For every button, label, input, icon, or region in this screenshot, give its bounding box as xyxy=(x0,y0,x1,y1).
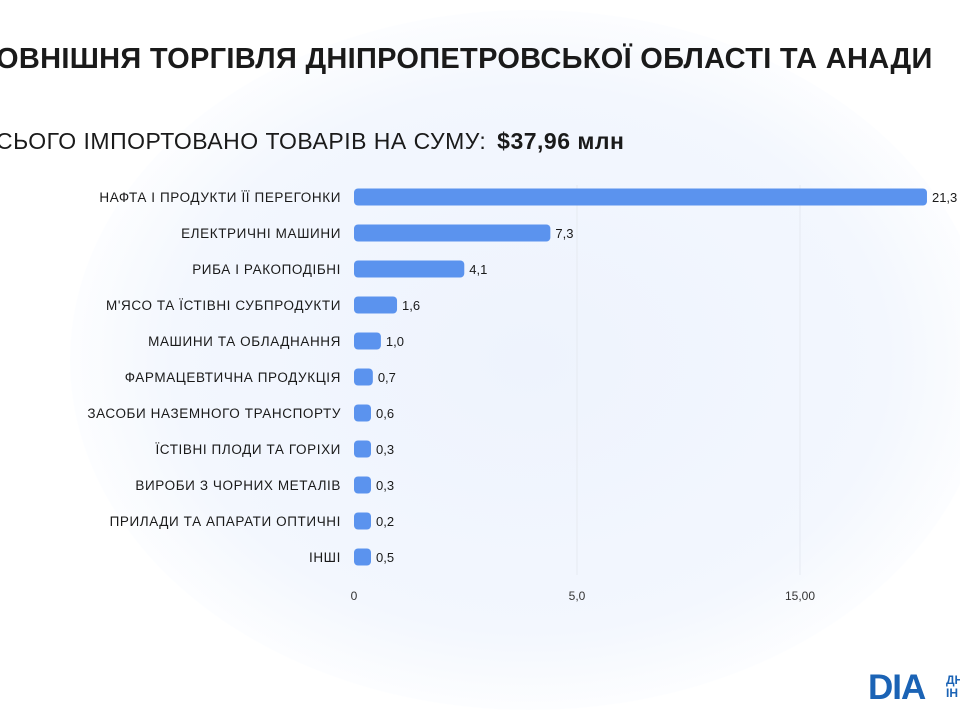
logo-side-text: ДН ІН xyxy=(946,674,960,700)
x-axis-ticks: 0 5,0 15,00 xyxy=(351,589,816,603)
bar xyxy=(354,260,465,278)
subtitle-prefix: СЬОГО ІМПОРТОВАНО ТОВАРІВ НА СУМУ: xyxy=(0,128,487,154)
x-tick-label: 5,0 xyxy=(569,589,586,603)
category-label: ЕЛЕКТРИЧНІ МАШИНИ xyxy=(181,226,341,241)
value-label: 7,3 xyxy=(555,226,573,241)
bar xyxy=(354,404,371,422)
bar xyxy=(354,512,371,530)
category-labels: НАФТА І ПРОДУКТИ ЇЇ ПЕРЕГОНКИ ЕЛЕКТРИЧНІ … xyxy=(87,190,341,565)
category-label: М'ЯСО ТА ЇСТІВНІ СУБПРОДУКТИ xyxy=(106,298,341,313)
category-label: ВИРОБИ З ЧОРНИХ МЕТАЛІВ xyxy=(135,478,341,493)
grid-lines xyxy=(576,185,801,575)
category-label: ЗАСОБИ НАЗЕМНОГО ТРАНСПОРТУ xyxy=(87,406,341,421)
value-label: 0,6 xyxy=(376,406,394,421)
value-label: 1,6 xyxy=(402,298,420,313)
value-label: 0,5 xyxy=(376,550,394,565)
logo-mark: DIA xyxy=(868,668,926,707)
category-label: ПРИЛАДИ ТА АПАРАТИ ОПТИЧНІ xyxy=(110,514,341,529)
bar xyxy=(354,548,371,566)
bar xyxy=(354,332,381,350)
value-labels: 21,3 7,3 4,1 1,6 1,0 0,7 0,6 0,3 0,3 0,2 0,5 xyxy=(376,190,957,565)
category-label: ФАРМАЦЕВТИЧНА ПРОДУКЦІЯ xyxy=(125,370,341,385)
page-title: ОВНІШНЯ ТОРГІВЛЯ ДНІПРОПЕТРОВСЬКОЇ ОБЛАС… xyxy=(0,43,933,75)
x-tick-label: 15,00 xyxy=(785,589,815,603)
dia-logo: DIA ДН ІН xyxy=(868,668,960,708)
subtitle-sum: $37,96 млн xyxy=(497,128,625,154)
category-label: ІНШІ xyxy=(309,550,341,565)
category-label: РИБА І РАКОПОДІБНІ xyxy=(192,262,341,277)
value-label: 0,7 xyxy=(378,370,396,385)
bar xyxy=(354,476,371,494)
bar xyxy=(354,368,373,386)
value-label: 4,1 xyxy=(469,262,487,277)
bar xyxy=(354,440,371,458)
category-label: МАШИНИ ТА ОБЛАДНАННЯ xyxy=(148,334,341,349)
value-label: 1,0 xyxy=(386,334,404,349)
bar xyxy=(354,296,398,314)
value-label: 0,3 xyxy=(376,478,394,493)
value-label: 0,3 xyxy=(376,442,394,457)
page-subtitle: СЬОГО ІМПОРТОВАНО ТОВАРІВ НА СУМУ: $37,9… xyxy=(0,127,624,155)
category-label: НАФТА І ПРОДУКТИ ЇЇ ПЕРЕГОНКИ xyxy=(99,190,341,205)
bar xyxy=(354,224,551,242)
x-tick-label: 0 xyxy=(351,589,358,603)
value-label: 0,2 xyxy=(376,514,394,529)
category-label: ЇСТІВНІ ПЛОДИ ТА ГОРІХИ xyxy=(155,442,341,457)
bar xyxy=(354,188,927,206)
bars xyxy=(354,188,927,566)
value-label: 21,3 xyxy=(932,190,957,205)
